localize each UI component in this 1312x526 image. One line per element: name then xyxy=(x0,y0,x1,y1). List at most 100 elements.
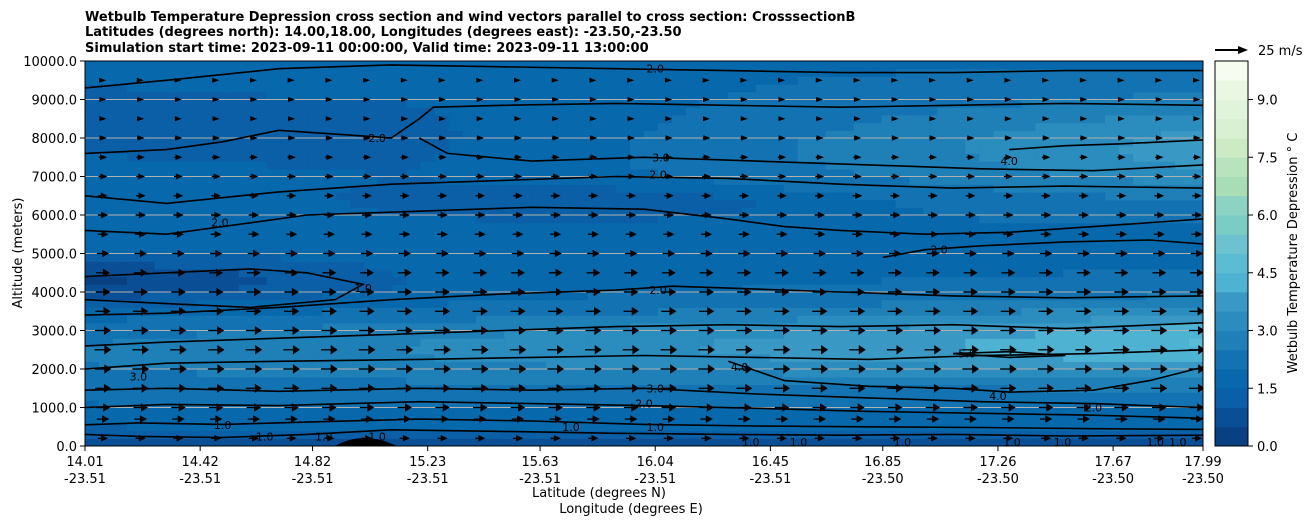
contour-fill-cell xyxy=(1077,245,1092,255)
contour-fill-cell xyxy=(126,153,142,162)
contour-fill-cell xyxy=(1105,276,1120,285)
contour-fill-cell xyxy=(895,99,911,108)
contour-fill-cell xyxy=(224,369,240,378)
contour-fill-cell xyxy=(602,222,617,231)
contour-fill-cell xyxy=(937,276,953,285)
contour-fill-cell xyxy=(909,184,925,193)
contour-fill-cell xyxy=(630,207,645,216)
contour-fill-cell xyxy=(881,392,897,401)
contour-fill-cell xyxy=(238,130,254,139)
contour-fill-cell xyxy=(252,422,268,432)
contour-fill-cell xyxy=(993,361,1008,370)
contour-fill-cell xyxy=(727,376,743,385)
contour-fill-cell xyxy=(196,292,212,301)
contour-fill-cell xyxy=(560,422,575,432)
contour-fill-cell xyxy=(224,76,240,85)
contour-fill-cell xyxy=(322,369,338,378)
contour-fill-cell xyxy=(1063,176,1078,185)
contour-fill-cell xyxy=(560,415,575,424)
wind-vector-arrowhead xyxy=(932,415,940,423)
contour-fill-cell xyxy=(546,422,561,432)
contour-fill-cell xyxy=(741,99,757,108)
contour-fill-cell xyxy=(560,330,575,339)
contour-fill-cell xyxy=(294,76,310,85)
contour-fill-cell xyxy=(1175,307,1190,316)
contour-fill-cell xyxy=(140,353,156,362)
contour-fill-cell xyxy=(476,215,491,224)
contour-fill-cell xyxy=(1147,276,1162,285)
contour-fill-cell xyxy=(85,384,100,393)
contour-fill-cell xyxy=(574,338,589,347)
contour-fill-cell xyxy=(364,199,380,208)
contour-fill-cell xyxy=(755,345,771,355)
contour-fill-cell xyxy=(588,199,603,208)
contour-fill-cell xyxy=(727,261,743,270)
contour-fill-cell xyxy=(406,284,421,293)
contour-fill-cell xyxy=(993,315,1008,324)
contour-fill-cell xyxy=(266,130,282,139)
wind-vector-arrowhead xyxy=(780,230,788,238)
contour-fill-cell xyxy=(1105,168,1120,178)
contour-fill-cell xyxy=(1091,415,1106,424)
contour-fill-cell xyxy=(937,315,953,324)
contour-fill-cell xyxy=(85,184,100,193)
contour-fill-cell xyxy=(182,222,198,231)
contour-fill-cell xyxy=(671,261,687,270)
contour-fill-cell xyxy=(1175,114,1190,124)
wind-vector-arrowhead xyxy=(213,192,221,199)
contour-fill-cell xyxy=(266,268,282,278)
contour-fill-cell xyxy=(825,330,841,339)
wind-vector-arrowhead xyxy=(820,383,828,393)
contour-fill-cell xyxy=(979,61,994,70)
contour-fill-cell xyxy=(881,199,897,208)
contour-fill-cell xyxy=(727,191,743,201)
contour-fill-cell xyxy=(1063,91,1078,101)
contour-fill-cell xyxy=(1007,361,1022,370)
contour-fill-cell xyxy=(336,245,352,255)
contour-fill-cell xyxy=(476,422,491,432)
contour-fill-cell xyxy=(266,184,282,193)
contour-fill-cell xyxy=(434,422,449,432)
contour-fill-cell xyxy=(881,145,897,154)
wind-vector-arrowhead xyxy=(1044,211,1052,219)
contour-fill-cell xyxy=(951,299,967,308)
contour-fill-cell xyxy=(364,76,380,85)
contour-fill-cell xyxy=(671,91,687,101)
contour-fill-cell xyxy=(448,199,463,208)
contour-fill-cell xyxy=(574,422,589,432)
contour-fill-cell xyxy=(979,161,994,170)
contour-fill-cell xyxy=(518,392,533,401)
wind-vector-arrowhead xyxy=(855,192,863,199)
contour-fill-cell xyxy=(336,207,352,216)
contour-fill-cell xyxy=(140,68,156,77)
contour-fill-cell xyxy=(280,261,296,270)
contour-fill-cell xyxy=(839,268,855,278)
contour-fill-cell xyxy=(1161,392,1176,401)
contour-fill-cell xyxy=(937,307,953,316)
contour-fill-cell xyxy=(951,330,967,339)
contour-fill-cell xyxy=(616,107,631,116)
contour-fill-cell xyxy=(644,161,659,170)
contour-fill-cell xyxy=(308,76,324,85)
contour-fill-cell xyxy=(378,322,394,332)
contour-fill-cell xyxy=(602,230,617,239)
contour-fill-cell xyxy=(1105,307,1120,316)
contour-fill-cell xyxy=(490,130,505,139)
contour-fill-cell xyxy=(420,268,435,278)
contour-fill-cell xyxy=(644,369,659,378)
contour-fill-cell xyxy=(210,438,226,446)
contour-fill-cell xyxy=(280,114,296,124)
contour-fill-cell xyxy=(1063,376,1078,385)
contour-fill-cell xyxy=(1049,330,1064,339)
contour-fill-cell xyxy=(644,307,659,316)
contour-fill-cell xyxy=(85,361,100,370)
contour-fill-cell xyxy=(923,361,939,370)
contour-fill-cell xyxy=(406,322,421,332)
contour-fill-cell xyxy=(951,284,967,293)
contour-fill-cell xyxy=(616,392,631,401)
contour-fill-cell xyxy=(238,99,254,108)
contour-fill-cell xyxy=(741,176,757,185)
contour-fill-cell xyxy=(378,238,394,247)
contour-fill-cell xyxy=(210,84,226,93)
contour-fill-cell xyxy=(85,238,100,247)
